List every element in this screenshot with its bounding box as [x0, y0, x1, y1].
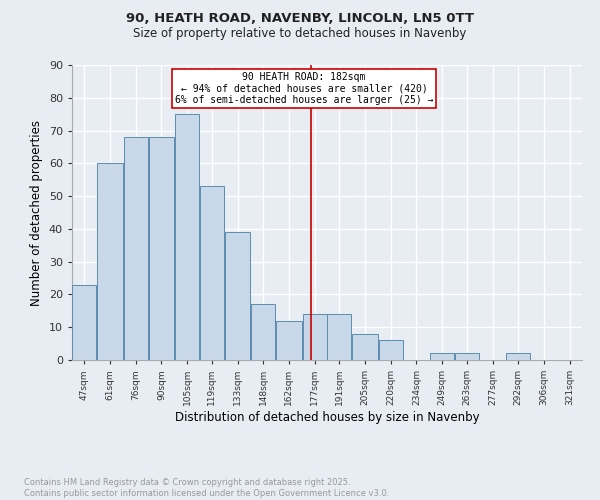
X-axis label: Distribution of detached houses by size in Navenby: Distribution of detached houses by size … — [175, 411, 479, 424]
Bar — [506, 354, 530, 360]
Bar — [455, 354, 479, 360]
Bar — [352, 334, 378, 360]
Bar — [379, 340, 403, 360]
Bar — [149, 137, 175, 360]
Bar — [430, 354, 454, 360]
Bar — [124, 137, 148, 360]
Text: Size of property relative to detached houses in Navenby: Size of property relative to detached ho… — [133, 28, 467, 40]
Text: 90, HEATH ROAD, NAVENBY, LINCOLN, LN5 0TT: 90, HEATH ROAD, NAVENBY, LINCOLN, LN5 0T… — [126, 12, 474, 26]
Bar — [175, 114, 199, 360]
Bar — [328, 314, 352, 360]
Bar — [73, 284, 97, 360]
Bar — [97, 164, 123, 360]
Bar — [200, 186, 224, 360]
Bar — [224, 232, 250, 360]
Text: 90 HEATH ROAD: 182sqm
← 94% of detached houses are smaller (420)
6% of semi-deta: 90 HEATH ROAD: 182sqm ← 94% of detached … — [175, 72, 433, 105]
Bar — [302, 314, 326, 360]
Y-axis label: Number of detached properties: Number of detached properties — [30, 120, 43, 306]
Bar — [276, 320, 302, 360]
Bar — [251, 304, 275, 360]
Text: Contains HM Land Registry data © Crown copyright and database right 2025.
Contai: Contains HM Land Registry data © Crown c… — [24, 478, 389, 498]
